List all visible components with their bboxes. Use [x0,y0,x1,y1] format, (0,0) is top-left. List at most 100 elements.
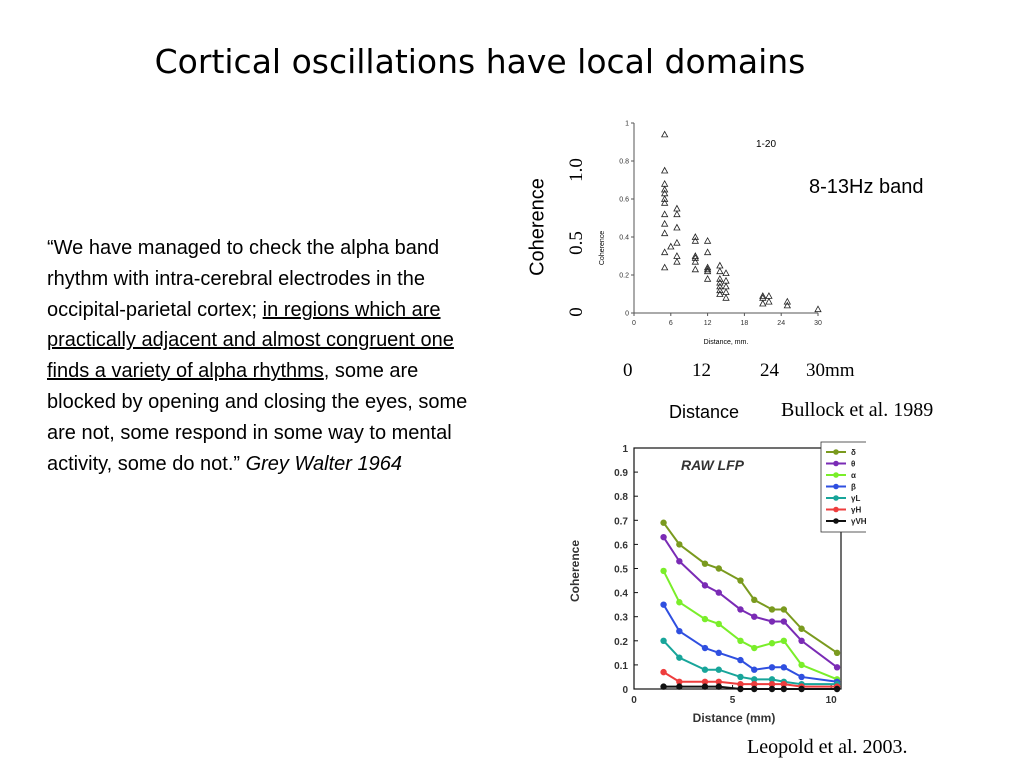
outer-ytick-1: 0.5 [566,231,587,255]
outer-xlabel: Distance [669,402,740,422]
legend-label: γH [851,506,861,515]
slide-title: Cortical oscillations have local domains [154,42,806,81]
outer-xtick-1: 12 [692,360,711,381]
scatter-point [716,282,724,290]
line-series-point [701,560,709,567]
citation-bullock: Bullock et al. 1989 [781,399,934,421]
scatter-point [660,166,669,174]
scatter-point [660,210,669,218]
scatter-points [660,130,822,313]
line-ytick-label: 0 [622,685,628,696]
scatter-point [703,263,712,271]
scatter-point [703,267,712,275]
scatter-point [722,288,730,296]
scatter-point [703,274,712,282]
scatter-point [765,292,773,299]
line-series-point [798,661,805,669]
scatter-xtick-label: 18 [741,320,749,327]
legend-marker [833,449,839,455]
outer-ylabel: Coherence [526,178,549,276]
line-series-path [662,640,838,686]
line-series-point [780,664,788,671]
scatter-inner-ylabel: Coherence [599,231,606,265]
line-series-point [798,625,805,632]
scatter-point [660,185,669,193]
line-series-point [780,606,788,613]
line-series-path [662,536,838,669]
line-series-point [768,618,776,625]
line-series-point [660,637,667,644]
line-ytick-label: 0.4 [614,589,628,600]
line-series-point [660,668,667,676]
line-ytick-label: 1 [622,444,628,455]
line-series-path [662,522,838,654]
line-series-point [715,666,722,673]
scatter-xtick-label: 6 [669,320,673,327]
scatter-chart: 00.20.40.60.810 6 12 18 24 30 1-20 Coherence … [599,121,822,347]
line-ytick-label: 0.5 [614,565,628,576]
line-ytick-label: 0.6 [614,540,628,551]
outer-ytick-0: 0 [566,307,587,317]
line-series-point [751,644,758,652]
scatter-point [660,195,669,202]
line-series-point [660,683,667,690]
scatter-point [783,297,792,305]
scatter-point [691,254,700,261]
line-series-point [768,676,776,683]
scatter-point [716,286,724,294]
quote-underlined: in regions which are practically adjacen… [47,298,454,383]
line-series-point [737,673,744,681]
line-series-point [780,685,788,693]
scatter-point [660,219,669,227]
line-xtick-label: 10 [826,695,838,706]
line-ytick-label: 0.7 [614,516,628,527]
scatter-point [783,301,792,309]
line-series-point [676,678,683,685]
line-xtick-label: 5 [730,695,736,706]
line-series-point [715,683,722,690]
scatter-point [703,248,712,256]
legend-label: β [851,483,856,492]
scatter-point [660,198,669,206]
scatter-point [673,238,681,246]
scatter-point [660,229,669,237]
line-series-point [833,664,841,671]
scatter-point [660,179,669,187]
line-series-point [737,577,744,584]
scatter-point [722,269,730,277]
line-chart-ylabel: Coherence [568,540,582,602]
line-chart: 00.10.20.30.40.50.60.70.80.910 5 10 δθαβγL… [568,441,866,725]
scatter-point [722,276,730,284]
scatter-point [660,263,669,271]
line-series-point [715,565,722,572]
line-series-point [780,680,788,688]
scatter-inner-xlabel: Distance, mm. [704,339,749,346]
scatter-ytick-label: 0.4 [619,235,629,242]
scatter-point [691,257,700,265]
line-series-point [701,582,709,589]
scatter-ytick-label: 0.6 [619,197,629,204]
scatter-axes: 0 0.2 0.4 0.6 0.8 1 0 6 12 18 24 30 [619,121,822,328]
citation-leopold: Leopold et al. 2003. [747,736,908,758]
legend-label: γL [851,494,860,503]
legend-marker [833,483,839,490]
line-series-point [715,649,722,657]
scatter-point [716,278,724,286]
line-ytick-label: 0.1 [614,661,628,672]
line-series-point [780,618,788,625]
line-series-point [798,673,805,681]
scatter-point [660,130,669,138]
line-series-point [768,640,776,647]
line-series-point [780,637,788,644]
legend-label: θ [851,460,855,469]
line-series-point [737,637,744,644]
scatter-point [759,292,767,299]
scatter-xtick-label: 24 [777,320,785,327]
scatter-ytick-label: 0.2 [619,273,629,280]
legend-marker [833,460,839,467]
line-series-point [737,685,744,693]
line-series-point [701,615,709,623]
scatter-point [765,297,773,305]
scatter-xtick-label: 30 [814,320,822,327]
scatter-point [722,293,730,301]
